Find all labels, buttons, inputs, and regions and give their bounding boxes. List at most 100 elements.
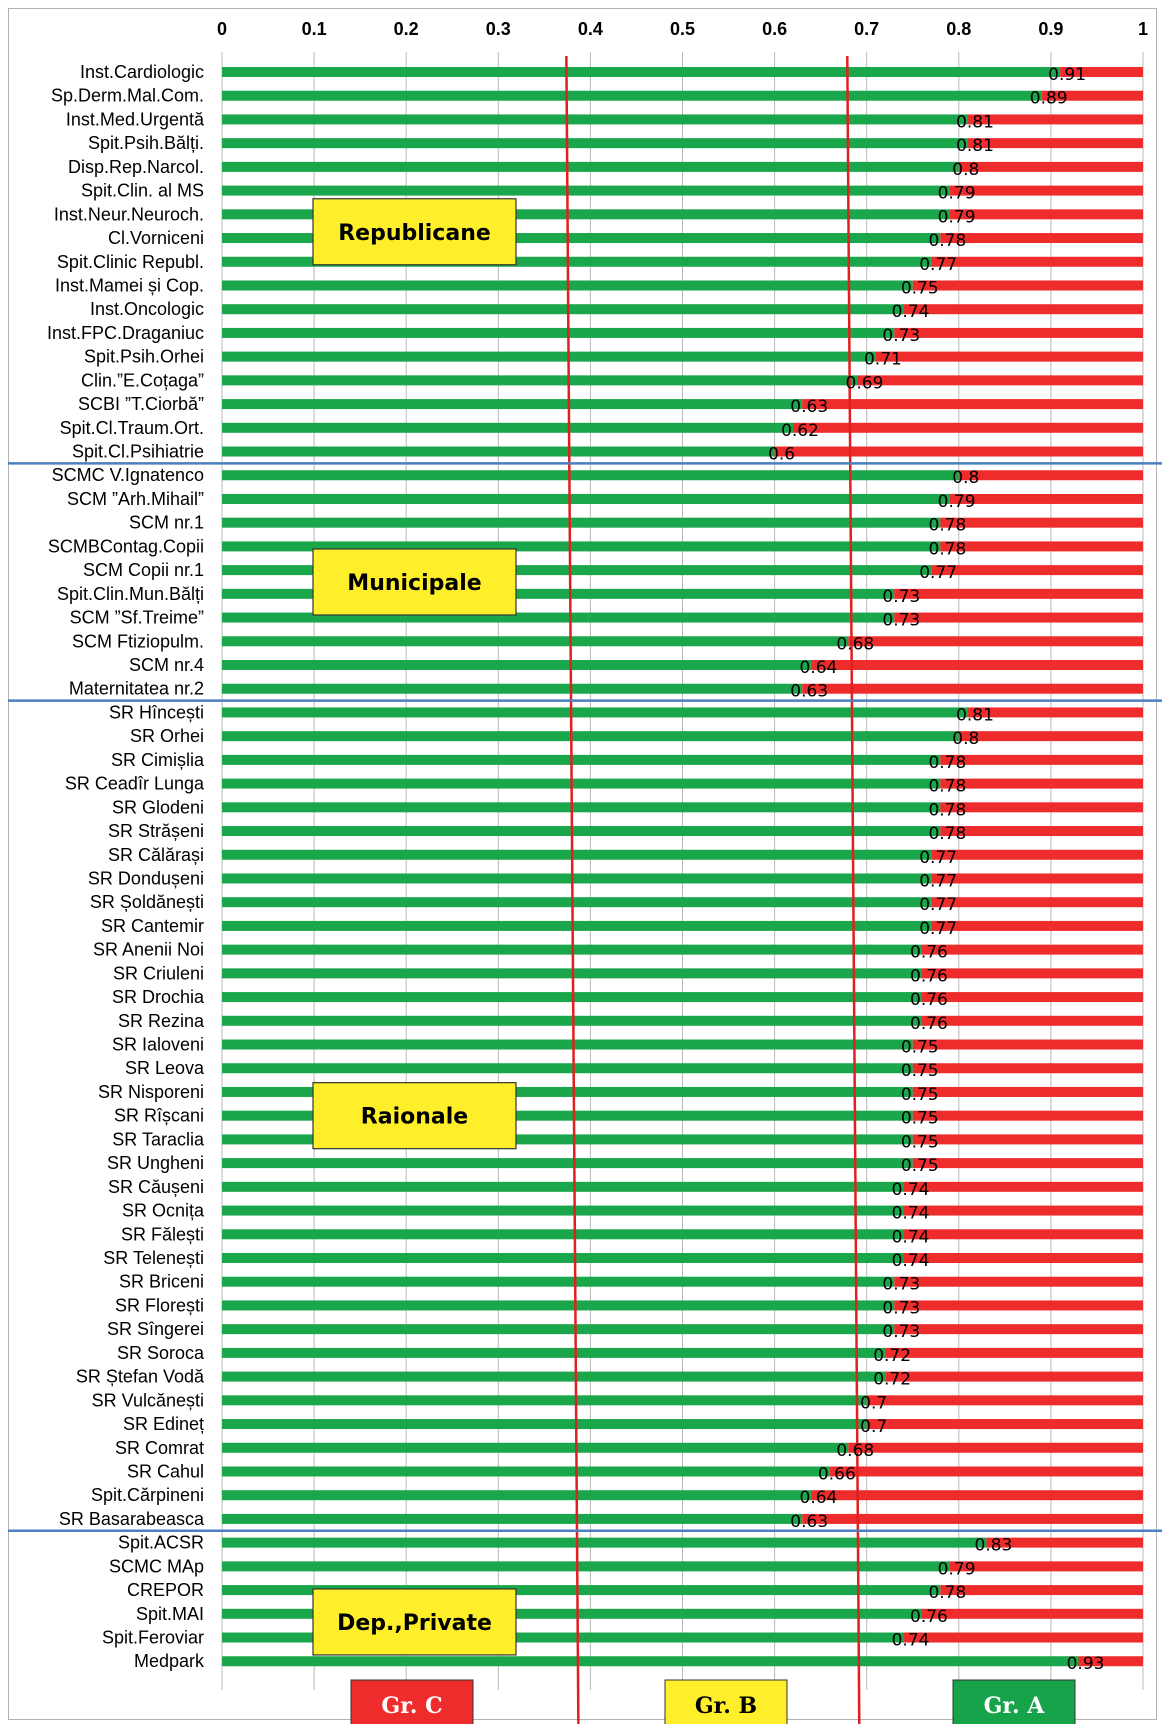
bar-remainder [848, 1442, 1143, 1453]
bar-remainder [931, 849, 1143, 860]
value-label: 0.78 [928, 231, 966, 251]
group-box [312, 1588, 517, 1656]
value-label: 0.75 [901, 1061, 939, 1081]
category-label: Spit.Cl.Psihiatrie [72, 442, 204, 462]
category-label: SR Leova [125, 1058, 205, 1078]
plot-frame [8, 8, 1157, 1720]
x-axis-ticks: 0 0.1 0.2 0.3 0.4 0.5 0.6 0.7 0.8 0.9 1 [217, 19, 1148, 39]
gridlines [221, 52, 1144, 1690]
x-tick-label: 0.6 [762, 19, 787, 39]
bar-remainder [912, 1039, 1143, 1050]
bar-value [222, 1229, 904, 1240]
group-separators [8, 462, 1162, 1533]
bar-remainder [968, 138, 1143, 149]
bar-value [222, 517, 941, 528]
bar-value [222, 1395, 867, 1406]
bar-remainder [968, 707, 1143, 718]
category-label: SCM ”Arh.Mihail” [67, 489, 204, 509]
bar-remainder [921, 944, 1143, 955]
category-label: Spit.Psih.Orhei [84, 347, 204, 367]
bar-value [222, 541, 941, 552]
group-box [312, 1082, 517, 1150]
category-label: SR Cimișlia [111, 750, 205, 770]
bar-remainder [894, 1300, 1143, 1311]
category-label: SR Strășeni [108, 821, 204, 841]
value-label: 0.73 [882, 326, 920, 346]
value-label: 0.81 [956, 136, 994, 156]
value-label: 0.63 [790, 1512, 828, 1532]
bar-value [222, 826, 941, 837]
bar-value [222, 1253, 904, 1263]
bar-remainder [940, 802, 1143, 813]
value-label: 0.7 [860, 1393, 887, 1413]
bar-value [222, 399, 803, 410]
value-label: 0.77 [919, 871, 957, 891]
value-label: 0.63 [790, 682, 828, 702]
bar-value [222, 1585, 941, 1596]
bar-value [222, 185, 950, 196]
category-label: SR Comrat [115, 1438, 204, 1458]
value-label: 0.79 [938, 184, 976, 204]
bar-value [222, 493, 950, 504]
category-label: Inst.Cardiologic [80, 62, 204, 82]
bar-remainder [802, 399, 1143, 410]
value-label: 0.68 [836, 634, 874, 654]
threshold-lines [565, 55, 861, 1724]
bar-value [222, 422, 794, 433]
category-label: SCMC MAp [109, 1556, 204, 1576]
bar-remainder [912, 1063, 1143, 1074]
value-label: 0.78 [928, 1583, 966, 1603]
value-label: 0.75 [901, 1156, 939, 1176]
bar-remainder [921, 992, 1143, 1003]
category-label: SR Florești [115, 1295, 204, 1315]
bar-remainder [931, 873, 1143, 884]
grade-band-legend: Gr. C Gr. B Gr. A [350, 1679, 1076, 1724]
value-labels: 0.91 0.89 0.81 0.81 0.8 0.79 0.79 0.78 0.77 0.75 0… [768, 65, 1104, 1674]
bar-remainder [912, 1110, 1143, 1121]
bar-remainder [866, 1395, 1143, 1406]
category-label: SCBI ”T.Ciorbă” [78, 394, 204, 414]
bar-remainder [912, 1134, 1143, 1145]
bar-value [222, 1513, 803, 1524]
value-label: 0.63 [790, 397, 828, 417]
value-label: 0.78 [928, 753, 966, 773]
category-label: SR Edineț [123, 1414, 204, 1434]
x-tick-label: 0 [217, 19, 227, 39]
value-label: 0.8 [952, 468, 979, 488]
group-name: Dep.,Private [337, 1611, 492, 1636]
bar-remainder [829, 1466, 1143, 1477]
group-name: Republicane [338, 221, 491, 246]
value-label: 0.69 [846, 373, 884, 393]
category-label: SR Glodeni [112, 797, 204, 817]
value-label: 0.77 [919, 255, 957, 275]
bar-value [222, 470, 959, 481]
category-label: SR Hîncești [109, 702, 204, 722]
category-label: SR Ștefan Vodă [76, 1367, 205, 1387]
value-label: 0.74 [892, 1180, 930, 1200]
value-label: 0.78 [928, 516, 966, 536]
category-label: SCM Copii nr.1 [83, 560, 204, 580]
bar-value [222, 67, 1061, 77]
value-label: 0.81 [956, 112, 994, 132]
category-label: Spit.Feroviar [102, 1628, 204, 1648]
value-label: 0.76 [910, 966, 948, 986]
bar-value [222, 1205, 904, 1216]
category-label: Spit.ACSR [118, 1533, 204, 1553]
bar-value [222, 351, 876, 362]
bar-remainder [940, 233, 1143, 244]
value-label: 0.75 [901, 1085, 939, 1105]
value-label: 0.71 [864, 350, 902, 370]
category-label: SR Anenii Noi [93, 940, 204, 960]
value-label: 0.79 [938, 1559, 976, 1579]
value-label: 0.7 [860, 1417, 887, 1437]
value-label: 0.91 [1048, 65, 1086, 85]
group-box [312, 198, 517, 266]
bar-remainder [940, 826, 1143, 837]
grade-band-label: Gr. C [381, 1693, 442, 1719]
bar-value [222, 1015, 922, 1026]
category-label: SR Criuleni [113, 963, 204, 983]
bar-value [222, 897, 932, 908]
category-label: SR Orhei [130, 726, 204, 746]
value-label: 0.73 [882, 1322, 920, 1342]
bar-remainder [885, 1347, 1143, 1358]
